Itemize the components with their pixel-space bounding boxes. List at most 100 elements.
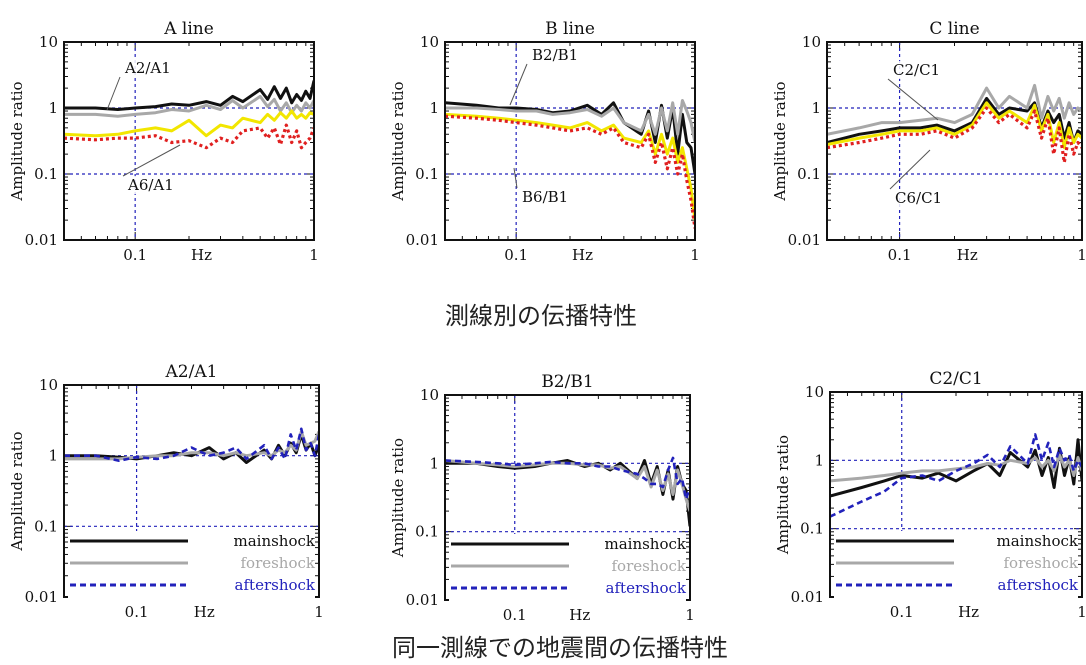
annotation-leader bbox=[513, 167, 518, 189]
annotation-label: C6/C1 bbox=[895, 189, 942, 207]
chart-title: B line bbox=[545, 19, 595, 39]
series-line-foreshock bbox=[445, 459, 690, 512]
annotation-leader bbox=[509, 63, 528, 106]
x-tick-label: 1 bbox=[685, 606, 695, 624]
series-line-gray bbox=[827, 83, 1082, 136]
y-axis-label: Amplitude ratio bbox=[389, 438, 407, 558]
y-axis-label: Amplitude ratio bbox=[8, 81, 26, 201]
chart-panel-6: C2/C1 0.01 0.1 1 10 0.1 1 Hz Amplitude ratio main… bbox=[774, 369, 1086, 621]
y-tick-label: 1 bbox=[48, 447, 58, 465]
y-axis-label: Amplitude ratio bbox=[771, 81, 789, 201]
series-line-gray bbox=[64, 94, 314, 118]
x-tick-label: 0.1 bbox=[503, 606, 527, 624]
annotation-label: B2/B1 bbox=[532, 46, 578, 64]
plot-frame bbox=[63, 41, 315, 241]
annotation-leader bbox=[887, 78, 939, 121]
x-tick-label: 0.1 bbox=[890, 603, 914, 621]
y-tick-label: 0.01 bbox=[25, 231, 58, 249]
series-line-aftershock bbox=[830, 433, 1082, 518]
x-axis-label: Hz bbox=[957, 246, 978, 264]
x-tick-label: 1 bbox=[1077, 246, 1086, 264]
y-tick-label: 0.01 bbox=[788, 231, 821, 249]
legend-label-aftershock: aftershock bbox=[998, 576, 1079, 594]
chart-panel-2: B line 0.01 0.1 1 10 0.1 1 Hz Amplitude ratio B2/… bbox=[389, 19, 700, 264]
y-tick-label: 10 bbox=[39, 33, 58, 51]
annotation-leader bbox=[889, 149, 931, 190]
annotation-bg bbox=[892, 189, 954, 207]
series-line-yellow bbox=[827, 101, 1082, 150]
y-tick-label: 0.1 bbox=[415, 165, 439, 183]
x-axis-label: Hz bbox=[958, 603, 979, 621]
annotation-label: A6/A1 bbox=[127, 176, 174, 194]
y-tick-label: 10 bbox=[802, 33, 821, 51]
x-tick-label: 1 bbox=[309, 246, 319, 264]
legend: mainshock foreshock aftershock bbox=[68, 531, 316, 599]
y-tick-label: 10 bbox=[420, 33, 439, 51]
y-tick-label: 1 bbox=[429, 454, 439, 472]
series-line-black bbox=[64, 80, 314, 111]
chart-panel-4: A2/A1 0.01 0.1 1 10 0.1 1 Hz Amplitude ratio main… bbox=[8, 362, 324, 621]
y-tick-label: 0.1 bbox=[34, 517, 58, 535]
annotation-bg bbox=[529, 46, 591, 64]
legend-label-mainshock: mainshock bbox=[996, 532, 1078, 550]
series-line-aftershock bbox=[445, 456, 690, 501]
series-group bbox=[827, 83, 1082, 164]
y-axis-label: Amplitude ratio bbox=[8, 431, 26, 551]
x-axis-label: Hz bbox=[194, 603, 215, 621]
y-tick-label: 1 bbox=[48, 99, 58, 117]
legend-label-foreshock: foreshock bbox=[240, 554, 315, 572]
y-tick-label: 0.1 bbox=[797, 165, 821, 183]
y-tick-label: 1 bbox=[814, 451, 824, 469]
series-line-red bbox=[64, 123, 314, 150]
plot-frame bbox=[826, 41, 1083, 241]
series-line-red bbox=[445, 114, 695, 229]
axis-ticks bbox=[444, 42, 695, 241]
y-tick-label: 0.1 bbox=[415, 523, 439, 541]
x-tick-label: 1 bbox=[314, 603, 324, 621]
y-tick-label: 1 bbox=[429, 99, 439, 117]
series-line-red bbox=[827, 106, 1082, 164]
y-tick-label: 0.01 bbox=[406, 591, 439, 609]
annotation-bg bbox=[890, 61, 952, 79]
series-group bbox=[64, 80, 314, 150]
caption-top: 測線別の伝播特性 bbox=[445, 302, 637, 330]
y-tick-label: 10 bbox=[805, 383, 824, 401]
x-axis-label: Hz bbox=[569, 606, 590, 624]
y-tick-label: 0.01 bbox=[791, 588, 824, 606]
y-tick-label: 0.1 bbox=[800, 520, 824, 538]
y-axis-label: Amplitude ratio bbox=[774, 435, 792, 555]
series-line-foreshock bbox=[830, 453, 1082, 483]
legend: mainshock foreshock aftershock bbox=[834, 531, 1079, 599]
x-tick-label: 0.1 bbox=[125, 603, 149, 621]
x-axis-label: Hz bbox=[191, 246, 212, 264]
x-tick-label: 0.1 bbox=[123, 246, 147, 264]
x-axis-label: Hz bbox=[572, 246, 593, 264]
series-line-gray bbox=[445, 99, 695, 143]
annotation-leader bbox=[106, 76, 121, 111]
legend-label-foreshock: foreshock bbox=[1003, 554, 1078, 572]
series-line-aftershock bbox=[64, 427, 319, 463]
series-group bbox=[445, 99, 695, 229]
y-tick-label: 1 bbox=[811, 99, 821, 117]
annotation-leader bbox=[122, 144, 181, 177]
reference-lines bbox=[445, 42, 695, 240]
annotation-label: C2/C1 bbox=[893, 61, 940, 79]
series-line-yellow bbox=[64, 109, 314, 138]
chart-title: C2/C1 bbox=[929, 369, 982, 389]
caption-bottom: 同一測線での地震間の伝播特性 bbox=[392, 634, 728, 662]
x-tick-label: 0.1 bbox=[888, 246, 912, 264]
series-group bbox=[445, 456, 690, 527]
legend-label-mainshock: mainshock bbox=[604, 535, 686, 553]
legend-label-aftershock: aftershock bbox=[606, 579, 687, 597]
chart-title: C line bbox=[929, 19, 979, 39]
annotation-bg bbox=[125, 176, 187, 194]
chart-panel-1: A line 0.01 0.1 1 10 0.1 1 Hz Amplitude ratio A2/… bbox=[8, 19, 319, 264]
annotation-label: B6/B1 bbox=[522, 188, 568, 206]
series-line-black bbox=[445, 101, 695, 175]
annotation-bg bbox=[519, 188, 581, 206]
legend-label-mainshock: mainshock bbox=[233, 532, 315, 550]
y-tick-label: 0.1 bbox=[34, 165, 58, 183]
y-tick-label: 0.01 bbox=[406, 231, 439, 249]
y-axis-label: Amplitude ratio bbox=[389, 81, 407, 201]
plot-frame bbox=[444, 41, 696, 241]
